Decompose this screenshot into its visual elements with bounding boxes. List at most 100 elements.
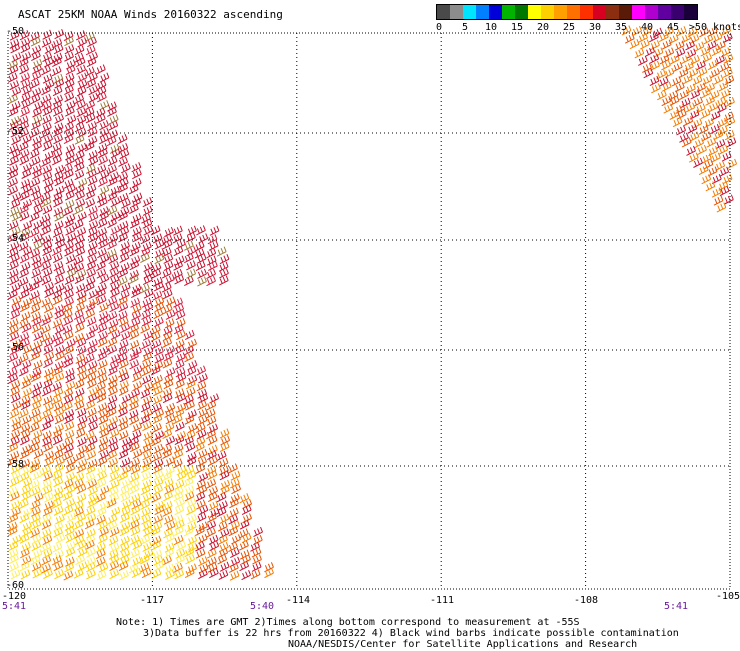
wind-barb [9, 240, 20, 252]
wind-barb [8, 143, 19, 154]
wind-barb [32, 568, 43, 579]
wind-barb [197, 268, 207, 279]
wind-barb [250, 569, 261, 580]
wind-barb [216, 492, 227, 503]
wind-barb [64, 78, 75, 89]
wind-barb [8, 513, 19, 524]
wind-barb [10, 491, 20, 502]
wind-barb [77, 436, 87, 447]
wind-barb [29, 227, 40, 238]
wind-barb [675, 47, 686, 58]
wind-barb [678, 68, 689, 79]
wind-barb [54, 176, 65, 187]
wind-barb [9, 38, 20, 49]
wind-barb [76, 64, 87, 75]
note-line-2: 3)Data buffer is 22 hrs from 20160322 4)… [143, 628, 679, 639]
wind-barb [184, 352, 195, 363]
wind-barb [21, 526, 32, 537]
wind-barb [99, 185, 110, 196]
legend-swatch [502, 5, 515, 19]
wind-barb [19, 30, 30, 41]
wind-barb [98, 533, 108, 544]
wind-barb [62, 324, 73, 335]
wind-barb [165, 402, 176, 413]
wind-barb [634, 48, 645, 59]
wind-barb [184, 546, 195, 558]
wind-barb [97, 247, 107, 259]
wind-barb [216, 246, 227, 257]
wind-barb [99, 500, 109, 511]
wind-barb [40, 128, 51, 139]
wind-barb [707, 60, 718, 71]
wind-barb [176, 329, 186, 341]
wind-barb [33, 233, 43, 244]
wind-barb [143, 381, 154, 392]
wind-barb [119, 359, 129, 370]
wind-barb [129, 329, 140, 341]
wind-barb [108, 549, 119, 560]
wind-barb [107, 164, 117, 175]
wind-barb [699, 27, 709, 38]
legend-swatch [684, 5, 697, 19]
wind-barb [130, 548, 140, 559]
wind-barb [162, 289, 173, 300]
wind-barb [174, 434, 185, 446]
wind-barb [718, 125, 728, 136]
wind-barb [185, 430, 196, 441]
wind-barb [198, 373, 208, 384]
wind-barb [725, 97, 735, 108]
wind-barb [229, 570, 240, 581]
wind-barb [220, 479, 231, 490]
wind-barb [74, 262, 85, 273]
wind-barb [151, 436, 162, 447]
wind-barb [85, 505, 96, 516]
wind-barb [715, 55, 725, 66]
wind-barb [88, 92, 99, 103]
wind-barb [142, 395, 153, 406]
wind-barb [62, 302, 73, 313]
wind-barb [54, 360, 64, 371]
time-label-right: 5:41 [664, 601, 689, 612]
lat-label-58: -58 [6, 459, 25, 470]
wind-barb [76, 365, 87, 376]
note-line-3: NOAA/NESDIS/Center for Satellite Applica… [288, 639, 638, 650]
wind-barb [30, 554, 41, 565]
wind-barb [96, 64, 106, 75]
wind-barb [151, 492, 162, 503]
wind-barb [53, 521, 64, 532]
wind-barb [42, 114, 52, 125]
wind-barb [119, 226, 130, 237]
wind-barb [75, 56, 86, 68]
wind-barb [32, 548, 43, 560]
wind-barb [186, 260, 196, 271]
wind-barb [19, 289, 30, 300]
wind-barb [120, 512, 130, 523]
wind-barb [74, 234, 85, 245]
wind-barb [53, 171, 64, 182]
wind-barb [86, 268, 96, 279]
wind-barb [55, 456, 65, 467]
wind-barb [31, 296, 42, 307]
wind-barb [162, 506, 173, 517]
wind-barb [109, 360, 119, 371]
legend-label: 30 [588, 22, 602, 33]
wind-barb [208, 240, 219, 251]
wind-barb [9, 408, 20, 419]
wind-barb [700, 46, 711, 57]
wind-barb [219, 465, 229, 476]
wind-barb [86, 57, 97, 68]
wind-barb [63, 315, 74, 327]
wind-barb [118, 407, 128, 418]
wind-barb [63, 437, 74, 448]
wind-barb [198, 568, 208, 580]
wind-barb [54, 336, 64, 347]
wind-barb [19, 268, 29, 279]
wind-barb [118, 339, 129, 350]
legend-label: 0 [435, 22, 443, 33]
wind-barb [53, 44, 64, 55]
wind-barb [129, 484, 140, 495]
wind-barb [186, 498, 197, 509]
wind-barb [131, 162, 142, 173]
wind-barb [700, 108, 711, 120]
wind-barb [713, 195, 724, 206]
